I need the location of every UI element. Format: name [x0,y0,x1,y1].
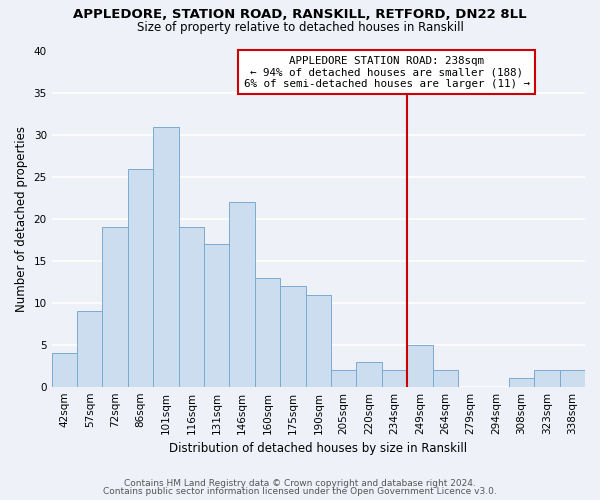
Bar [77,312,103,386]
Bar [560,370,585,386]
Bar [153,127,179,386]
Bar [128,169,153,386]
Bar [407,345,433,387]
Text: APPLEDORE STATION ROAD: 238sqm
← 94% of detached houses are smaller (188)
6% of : APPLEDORE STATION ROAD: 238sqm ← 94% of … [244,56,530,89]
Bar [331,370,356,386]
Bar [204,244,229,386]
Bar [280,286,305,386]
Bar [356,362,382,386]
Bar [382,370,407,386]
Bar [52,353,77,386]
Y-axis label: Number of detached properties: Number of detached properties [15,126,28,312]
Bar [179,228,204,386]
Bar [534,370,560,386]
X-axis label: Distribution of detached houses by size in Ranskill: Distribution of detached houses by size … [169,442,467,455]
Text: Contains public sector information licensed under the Open Government Licence v3: Contains public sector information licen… [103,487,497,496]
Text: Contains HM Land Registry data © Crown copyright and database right 2024.: Contains HM Land Registry data © Crown c… [124,478,476,488]
Bar [509,378,534,386]
Bar [433,370,458,386]
Bar [305,294,331,386]
Bar [103,228,128,386]
Text: APPLEDORE, STATION ROAD, RANSKILL, RETFORD, DN22 8LL: APPLEDORE, STATION ROAD, RANSKILL, RETFO… [73,8,527,20]
Text: Size of property relative to detached houses in Ranskill: Size of property relative to detached ho… [137,21,463,34]
Bar [229,202,255,386]
Bar [255,278,280,386]
